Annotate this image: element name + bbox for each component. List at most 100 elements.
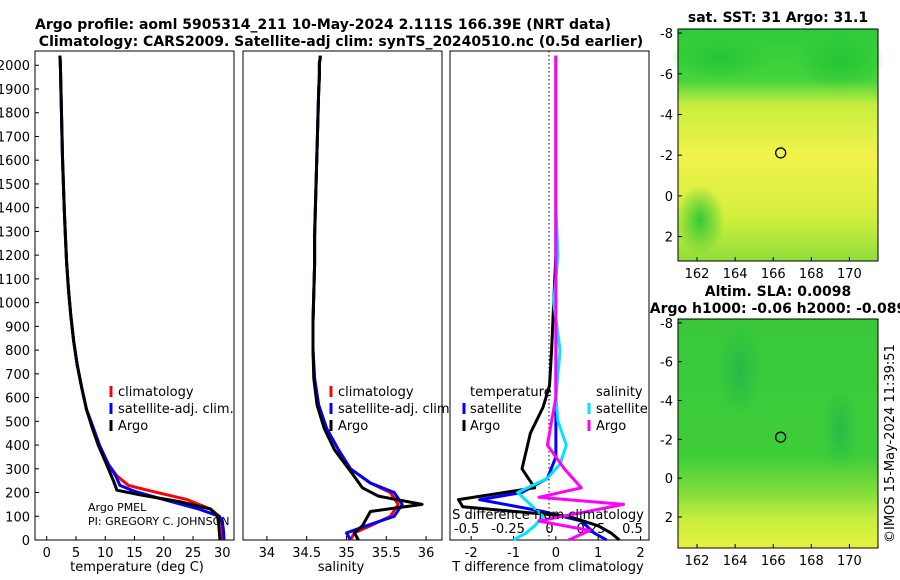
x-tick-label: 35 [338,546,355,561]
difference-legend: temperature salinity satellite Argo sate… [462,385,648,434]
temperature-panel: 0 5 10 15 20 25 30 0 100 200 300 400 500 600 700 800 90… [0,50,235,575]
salinity-panel: 34 34.5 35 35.5 36 salinity climatology sate… [242,50,454,575]
x-tick-label: 34 [259,546,276,561]
argo-position-marker [775,147,787,159]
y-tick-label: 1800 [0,107,30,122]
timestamp: ©IMOS 15-May-2024 11:39:51 [883,344,898,543]
legend-argo: Argo [338,419,368,434]
y-tick-label: 2 [665,511,673,526]
difference-lines [457,55,626,542]
y-tick-label: 800 [5,344,30,359]
x-tick-label: 170 [837,267,862,282]
y-tick-label: 2 [665,231,673,246]
legend-temperature-title: temperature [470,385,552,400]
legend-satellite-adj: satellite-adj. clim. [118,402,234,417]
t-difference-x-ticks: -2 -1 0 1 2 [465,536,645,561]
temperature-axes-box [34,50,235,541]
y-tick-label: -4 [660,395,673,410]
y-tick-label: 100 [5,510,30,525]
y-tick-label: 500 [5,415,30,430]
legend-salinity-title: salinity [596,385,643,400]
x-tick-label: -2 [465,546,478,561]
legend-t-argo: Argo [470,419,500,434]
x2-tick-label: 0 [545,522,553,537]
temperature-x-ticks: 0 5 10 15 20 25 30 [43,536,231,561]
salinity-legend: climatology satellite-adj. clim. Argo [329,385,454,434]
x-tick-label: 166 [761,554,786,569]
legend-satellite-adj: satellite-adj. clim. [338,402,454,417]
legend-s-argo: Argo [596,419,626,434]
difference-panel: -2 -1 0 1 2 -0.5 -0.25 0 0.25 0.5 T difference f… [449,50,650,575]
salinity-x-label: salinity [318,560,365,575]
y-tick-label: 1000 [0,297,30,312]
temperature-lines [58,55,226,541]
sst-axes-box [677,28,879,262]
salinity-lines [311,55,424,541]
x-tick-label: 34.5 [292,546,321,561]
sla-map-panel: Altim. SLA: 0.0098 Argo h1000: -0.06 h20… [650,284,900,569]
pressure-y-ticks: 0 100 200 300 400 500 600 700 800 900 1000 1100 1200… [0,59,39,549]
y-tick-label: 0 [665,190,673,205]
legend-argo: Argo [118,419,148,434]
sst-map-panel: sat. SST: 31 Argo: 31.1 162 164 166 168 170 … [660,10,885,282]
sla-x-ticks: 162 164 166 168 170 [685,544,862,569]
x-tick-label: 164 [723,554,748,569]
series-salinity-argo [537,55,626,542]
sst-cool-patch [675,185,725,255]
sla-map-subtitle: Argo h1000: -0.06 h2000: -0.089 [650,301,900,317]
y-tick-label: -8 [660,317,673,332]
x2-tick-label: 0.5 [622,522,643,537]
x-tick-label: 15 [126,546,143,561]
sla-low-patch [718,325,762,415]
y-tick-label: 1100 [0,273,30,288]
x-tick-label: 20 [155,546,172,561]
x-tick-label: 164 [723,267,748,282]
x-tick-label: 1 [594,546,602,561]
y-tick-label: -6 [660,68,673,83]
series-argo [58,55,222,541]
sla-y-ticks: 2 0 -2 -4 -6 -8 [660,317,682,526]
title-line-1: Argo profile: aoml 5905314_211 10-May-20… [35,17,611,33]
y-tick-label: -2 [660,433,673,448]
y-tick-label: -4 [660,108,673,123]
y-tick-label: 1600 [0,154,30,169]
x-tick-label: 0 [43,546,51,561]
x-tick-label: 36 [418,546,435,561]
x-tick-label: 10 [97,546,114,561]
x-tick-label: 25 [185,546,202,561]
sla-map-title: Altim. SLA: 0.0098 [705,284,852,300]
salinity-axes-box [242,50,443,541]
y-tick-label: -6 [660,356,673,371]
y-tick-label: -8 [660,27,673,42]
series-argo [311,55,424,541]
x2-tick-label: -0.25 [491,522,525,537]
y-tick-label: 700 [5,368,30,383]
y-tick-label: 1900 [0,83,30,98]
sla-low-patch [822,390,858,470]
x2-tick-label: -0.5 [454,522,479,537]
y-tick-label: -2 [660,149,673,164]
y-tick-label: 1200 [0,249,30,264]
legend-t-satellite: satellite [470,402,522,417]
x-tick-label: 166 [761,267,786,282]
y-tick-label: 0 [665,472,673,487]
x-tick-label: 0 [552,546,560,561]
y-tick-label: 1400 [0,202,30,217]
sst-x-ticks: 162 164 166 168 170 [685,257,862,282]
credit-pi: PI: GREGORY C. JOHNSON [88,515,229,528]
x-tick-label: 30 [214,546,231,561]
x-tick-label: 168 [799,267,824,282]
t-difference-x-label: T difference from climatology [451,560,644,575]
sst-cool-patch [795,30,885,90]
y-tick-label: 200 [5,487,30,502]
x-tick-label: -1 [507,546,520,561]
legend-s-satellite: satellite [596,402,648,417]
argo-position-marker [775,431,787,443]
x-tick-label: 5 [72,546,80,561]
y-tick-label: 1300 [0,225,30,240]
x-tick-label: 162 [685,554,710,569]
sst-map-title: sat. SST: 31 Argo: 31.1 [688,10,868,26]
legend-climatology: climatology [118,385,194,400]
x-tick-label: 35.5 [372,546,401,561]
